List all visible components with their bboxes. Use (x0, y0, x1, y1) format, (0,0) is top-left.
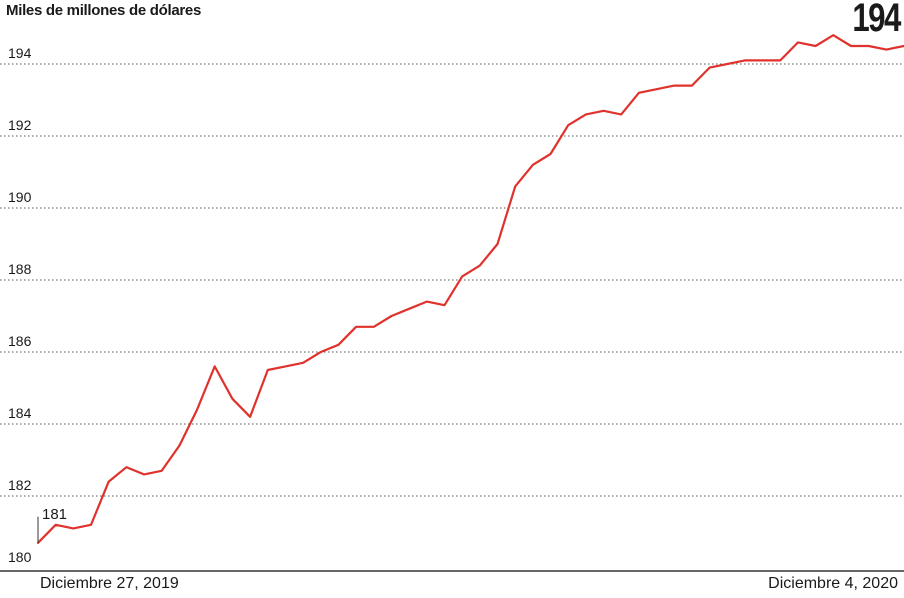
y-tick-label: 194 (8, 45, 32, 61)
y-axis-title: Miles de millones de dólares (6, 2, 202, 19)
start-value-label: 181 (42, 506, 67, 523)
y-tick-label: 180 (8, 549, 32, 565)
x-end-label: Diciembre 4, 2020 (768, 575, 898, 592)
y-tick-label: 184 (8, 405, 32, 421)
y-tick-label: 186 (8, 333, 32, 349)
end-value-label: 194 (852, 0, 902, 40)
y-tick-label: 192 (8, 117, 32, 133)
y-tick-label: 188 (8, 261, 32, 277)
y-tick-label: 182 (8, 477, 32, 493)
series-line (36, 34, 904, 544)
x-start-label: Diciembre 27, 2019 (40, 575, 179, 592)
y-tick-label: 190 (8, 189, 32, 205)
